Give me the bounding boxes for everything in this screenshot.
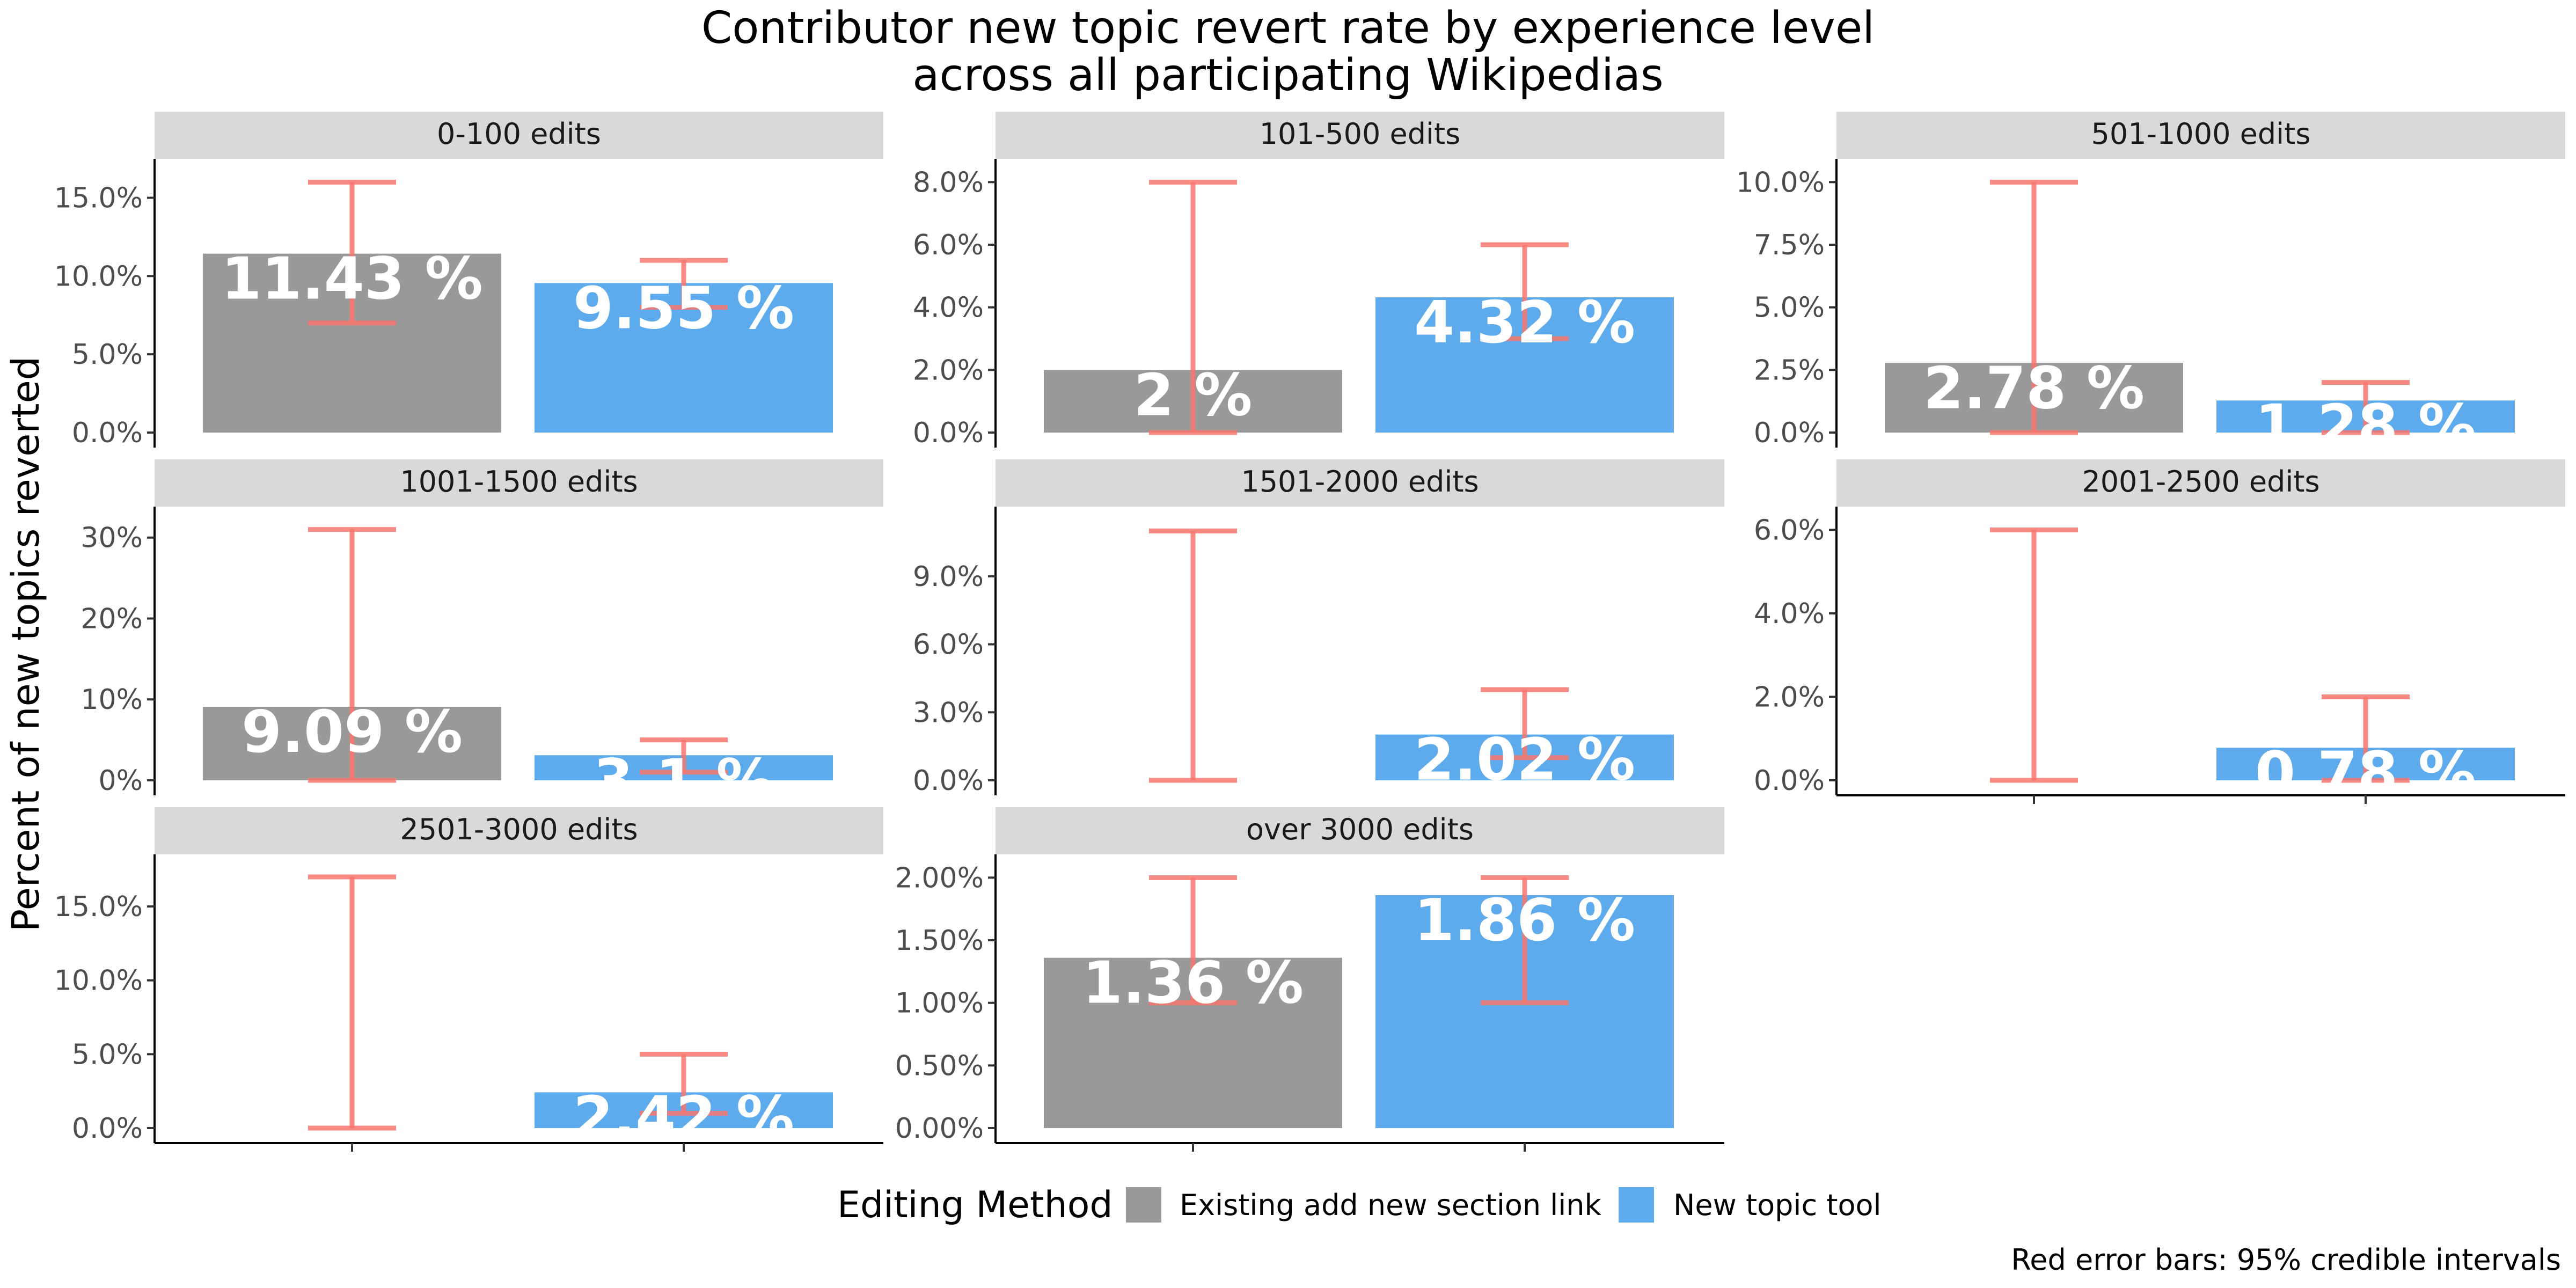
panel-title-3: 1001-1500 edits xyxy=(400,465,638,499)
panel-1: 101-500 edits 0.0% 2.0% 4.0% 6.0% 8.0% 2 % 4.32… xyxy=(913,112,1724,449)
panel-1-ytick-label-0: 0.0% xyxy=(913,417,984,449)
panel-2-ytick-label-1: 2.5% xyxy=(1754,354,1825,386)
panel-3-ytick-label-3: 30% xyxy=(80,522,143,554)
panel-5-ytick-label-0: 0.0% xyxy=(1754,765,1825,797)
panel-4-ytick-label-2: 6.0% xyxy=(913,629,984,661)
panel-0-bar-label-0: 11.43 % xyxy=(221,246,482,313)
panel-strip-0 xyxy=(155,112,883,159)
panel-6-ytick-label-3: 15.0% xyxy=(54,891,143,923)
panel-strip-4 xyxy=(996,459,1724,507)
panel-2-ytick-label-2: 5.0% xyxy=(1754,292,1825,324)
panel-3: 1001-1500 edits 0% 10% 20% 30% 9.09 % 3.1 % xyxy=(80,459,883,814)
chart-title-line-2: across all participating Wikipedias xyxy=(912,50,1664,101)
panel-0: 0-100 edits 0.0% 5.0% 10.0% 15.0% 11.43 % 9.55… xyxy=(54,112,883,449)
panel-1-bar-label-0: 2 % xyxy=(1134,362,1253,429)
panel-title-7: over 3000 edits xyxy=(1246,813,1474,846)
panel-7-ytick-label-4: 2.00% xyxy=(895,862,984,894)
panel-5-ytick-label-3: 6.0% xyxy=(1754,514,1825,546)
panel-0-ytick-label-1: 5.0% xyxy=(72,339,143,371)
panel-7-bar-label-1: 1.86 % xyxy=(1414,887,1635,954)
panel-2-ytick-label-4: 10.0% xyxy=(1736,166,1825,199)
caption: Red error bars: 95% credible intervals xyxy=(2011,1243,2561,1277)
panel-7-ytick-label-1: 0.50% xyxy=(895,1050,984,1082)
panel-3-bar-label-0: 9.09 % xyxy=(241,699,463,766)
panel-0-ytick-label-0: 0.0% xyxy=(72,417,143,449)
panel-7-ytick-label-0: 0.00% xyxy=(895,1113,984,1145)
panel-3-ytick-label-0: 0% xyxy=(99,765,143,797)
panel-1-ytick-label-4: 8.0% xyxy=(913,166,984,199)
panel-6-ytick-label-2: 10.0% xyxy=(54,965,143,997)
panel-2-bar-label-1: 1.28 % xyxy=(2255,392,2476,459)
panel-5-bar-label-1: 0.78 % xyxy=(2255,740,2476,807)
panel-6: 2501-3000 edits 0.0% 5.0% 10.0% 15.0% 2.42 % xyxy=(54,807,883,1152)
panel-1-ytick-label-1: 2.0% xyxy=(913,354,984,386)
panel-title-4: 1501-2000 edits xyxy=(1241,465,1479,499)
panel-1-bar-label-1: 4.32 % xyxy=(1414,289,1635,356)
legend-label-new-topic: New topic tool xyxy=(1673,1188,1882,1222)
panel-6-ytick-label-1: 5.0% xyxy=(72,1038,143,1071)
panel-strip-3 xyxy=(155,459,883,507)
panel-4-ytick-label-1: 3.0% xyxy=(913,697,984,729)
panel-strip-7 xyxy=(996,807,1724,854)
panel-title-1: 101-500 edits xyxy=(1260,117,1461,151)
panel-0-ytick-label-3: 15.0% xyxy=(54,182,143,215)
legend-swatch-existing xyxy=(1126,1187,1161,1223)
panel-4-ytick-label-0: 0.0% xyxy=(913,765,984,797)
panel-4-bar-label-1: 2.02 % xyxy=(1414,727,1635,794)
panel-7-ytick-label-2: 1.00% xyxy=(895,987,984,1020)
panel-strip-5 xyxy=(1836,459,2565,507)
panel-1-ytick-label-2: 4.0% xyxy=(913,292,984,324)
panel-strip-1 xyxy=(996,112,1724,159)
panel-title-0: 0-100 edits xyxy=(437,117,601,151)
panel-title-2: 501-1000 edits xyxy=(2091,117,2311,151)
panel-6-ytick-label-0: 0.0% xyxy=(72,1113,143,1145)
panel-4-ytick-label-3: 9.0% xyxy=(913,561,984,593)
panel-1-ytick-label-3: 6.0% xyxy=(913,229,984,261)
panel-2-bar-label-0: 2.78 % xyxy=(1923,355,2145,422)
panel-2-ytick-label-3: 7.5% xyxy=(1754,229,1825,261)
panel-3-ytick-label-2: 20% xyxy=(80,603,143,635)
panel-3-ytick-label-1: 10% xyxy=(80,684,143,716)
panel-7-bar-label-0: 1.36 % xyxy=(1082,950,1304,1017)
panel-2-ytick-label-0: 0.0% xyxy=(1754,417,1825,449)
panel-strip-6 xyxy=(155,807,883,854)
y-axis-label: Percent of new topics reverted xyxy=(4,356,48,932)
legend-swatch-new-topic xyxy=(1619,1187,1654,1223)
panel-0-ytick-label-2: 10.0% xyxy=(54,260,143,292)
panel-7: over 3000 edits 0.00% 0.50% 1.00% 1.50% 2.00%… xyxy=(895,807,1724,1152)
panel-5-ytick-label-2: 4.0% xyxy=(1754,598,1825,630)
panel-4: 1501-2000 edits 0.0% 3.0% 6.0% 9.0% 2.02 % xyxy=(913,459,1724,797)
chart-title-line-1: Contributor new topic revert rate by exp… xyxy=(701,3,1875,54)
panel-7-ytick-label-3: 1.50% xyxy=(895,925,984,957)
panel-6-bar-label-1: 2.42 % xyxy=(573,1084,794,1151)
panel-5: 2001-2500 edits 0.0% 2.0% 4.0% 6.0% 0.78 % xyxy=(1754,459,2565,807)
panel-title-6: 2501-3000 edits xyxy=(400,813,638,846)
legend-title: Editing Method xyxy=(837,1184,1113,1226)
panel-2: 501-1000 edits 0.0% 2.5% 5.0% 7.5% 10.0% 2.78 … xyxy=(1736,112,2565,459)
panel-0-bar-label-1: 9.55 % xyxy=(573,275,794,342)
panel-5-ytick-label-1: 2.0% xyxy=(1754,681,1825,713)
legend: Editing Method Existing add new section … xyxy=(837,1184,1882,1226)
panel-3-bar-label-1: 3.1 % xyxy=(593,747,774,814)
legend-label-existing: Existing add new section link xyxy=(1180,1188,1602,1222)
panel-strip-2 xyxy=(1836,112,2565,159)
panel-title-5: 2001-2500 edits xyxy=(2082,465,2319,499)
facet-panels: 0-100 edits 0.0% 5.0% 10.0% 15.0% 11.43 % 9.55… xyxy=(54,112,2565,1152)
